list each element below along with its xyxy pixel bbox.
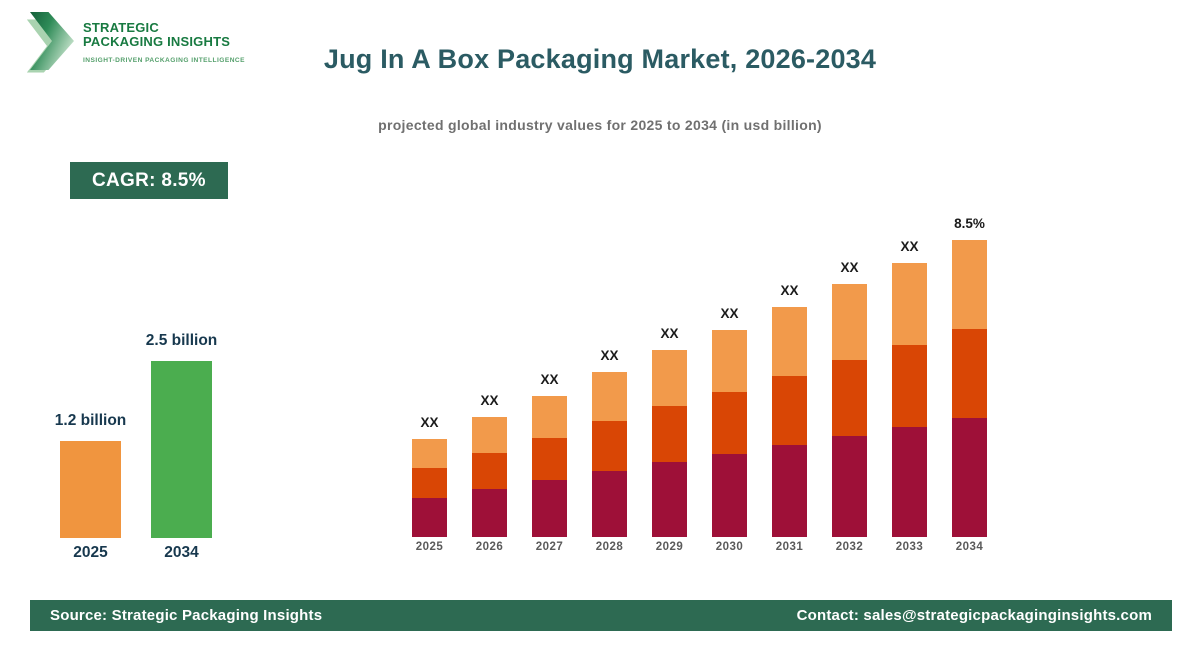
bar — [892, 263, 927, 537]
bar — [412, 439, 447, 537]
mini-chart-bars: 1.2 billion 2025 2.5 billion 2034 — [55, 320, 217, 562]
bar-segment-middle — [952, 329, 987, 418]
bar — [60, 441, 121, 538]
brand-name-line2: PACKAGING INSIGHTS — [83, 34, 231, 50]
source-text: Source: Strategic Packaging Insights — [50, 607, 323, 624]
bar-value-label: XX — [480, 393, 499, 408]
bar-segment-middle — [532, 438, 567, 480]
bar-value-label: 2.5 billion — [145, 332, 218, 349]
bar — [592, 372, 627, 537]
bar-segment-top — [412, 439, 447, 468]
bar-segment-middle — [412, 468, 447, 498]
projection-bar-column: 8.5% 2034 — [952, 196, 987, 553]
bar-segment-middle — [832, 360, 867, 436]
chevron-arrow-icon — [26, 12, 74, 73]
bar-segment-bottom — [532, 480, 567, 537]
cagr-badge: CAGR: 8.5% — [70, 162, 228, 199]
footer-bar: Source: Strategic Packaging Insights Con… — [30, 600, 1172, 631]
bar-segment-middle — [772, 376, 807, 445]
bar-segment-bottom — [952, 418, 987, 537]
bar-value-label: XX — [600, 348, 619, 363]
projection-bar-column: XX 2032 — [832, 196, 867, 553]
bar — [652, 350, 687, 537]
bar-segment-top — [532, 396, 567, 438]
contact-text: Contact: sales@strategicpackaginginsight… — [796, 607, 1152, 624]
bar-year-label: 2031 — [775, 541, 804, 553]
bar-segment-middle — [892, 345, 927, 427]
bar-segment-top — [592, 372, 627, 421]
projection-bar-column: XX 2030 — [712, 196, 747, 553]
bar — [151, 361, 212, 538]
bar-year-label: 2034 — [955, 541, 984, 553]
bar-year-label: 2028 — [595, 541, 624, 553]
projection-bar-column: XX 2029 — [652, 196, 687, 553]
bar-segment-top — [952, 240, 987, 329]
bar-year-label: 2033 — [895, 541, 924, 553]
bar-value-label: XX — [780, 283, 799, 298]
bar-value-label: 8.5% — [954, 216, 985, 231]
bar — [532, 396, 567, 537]
bar-value-label: XX — [660, 326, 679, 341]
projection-bar-column: XX 2027 — [532, 196, 567, 553]
projection-bar-column: XX 2033 — [892, 196, 927, 553]
brand-tagline: INSIGHT-DRIVEN PACKAGING INTELLIGENCE — [83, 56, 245, 64]
projection-bar-column: XX 2026 — [472, 196, 507, 553]
brand-logo: STRATEGIC PACKAGING INSIGHTS INSIGHT-DRI… — [26, 12, 245, 73]
bar-year-label: 2025 — [73, 544, 108, 561]
bar-year-label: 2026 — [475, 541, 504, 553]
bar-segment-top — [472, 417, 507, 453]
bar-segment-middle — [712, 392, 747, 454]
bar-year-label: 2034 — [164, 544, 199, 561]
bar-segment-bottom — [712, 454, 747, 537]
page-subtitle: projected global industry values for 202… — [378, 117, 822, 133]
bar-segment-bottom — [592, 471, 627, 537]
bar-segment-bottom — [652, 462, 687, 537]
projection-bar-column: XX 2028 — [592, 196, 627, 553]
bar-segment-middle — [652, 406, 687, 462]
bar-year-label: 2032 — [835, 541, 864, 553]
brand-text-block: STRATEGIC PACKAGING INSIGHTS INSIGHT-DRI… — [83, 12, 245, 64]
bar-segment-bottom — [412, 498, 447, 537]
summary-bar-column: 2.5 billion 2034 — [146, 320, 217, 562]
bar — [832, 284, 867, 537]
bar-segment-bottom — [892, 427, 927, 537]
bar-year-label: 2029 — [655, 541, 684, 553]
bar-value-label: XX — [540, 372, 559, 387]
bar — [472, 417, 507, 537]
projection-bar-column: XX 2025 — [412, 196, 447, 553]
bar — [952, 240, 987, 537]
bar-segment-middle — [472, 453, 507, 489]
bar-value-label: 1.2 billion — [54, 412, 127, 429]
bar-segment-bottom — [472, 489, 507, 537]
bar-year-label: 2027 — [535, 541, 564, 553]
projection-bar-column: XX 2031 — [772, 196, 807, 553]
bar-value-label: XX — [840, 260, 859, 275]
page-title: Jug In A Box Packaging Market, 2026-2034 — [323, 44, 877, 74]
bar-segment-top — [772, 307, 807, 376]
bar-segment-top — [652, 350, 687, 406]
bar-value-label: XX — [900, 239, 919, 254]
bar-segment-top — [892, 263, 927, 345]
bar-segment-top — [832, 284, 867, 360]
summary-bar-column: 1.2 billion 2025 — [55, 320, 126, 562]
bar-value-label: XX — [420, 415, 439, 430]
bar-value-label: XX — [720, 306, 739, 321]
summary-growth-chart: 1.2 billion 2025 2.5 billion 2034 — [55, 320, 217, 562]
bar — [712, 330, 747, 537]
bar-segment-bottom — [772, 445, 807, 537]
main-chart-bars: XX 2025 XX 2026 XX 2027 XX 2028 XX 2029 XX 2030 XX 20… — [412, 196, 987, 553]
bar-segment-bottom — [832, 436, 867, 537]
brand-name-line1: STRATEGIC — [83, 20, 159, 35]
bar-year-label: 2030 — [715, 541, 744, 553]
projection-stacked-chart: XX 2025 XX 2026 XX 2027 XX 2028 XX 2029 XX 2030 XX 20… — [412, 196, 987, 553]
bar-segment-middle — [592, 421, 627, 471]
bar — [772, 307, 807, 537]
bar-segment-top — [712, 330, 747, 392]
bar-year-label: 2025 — [415, 541, 444, 553]
